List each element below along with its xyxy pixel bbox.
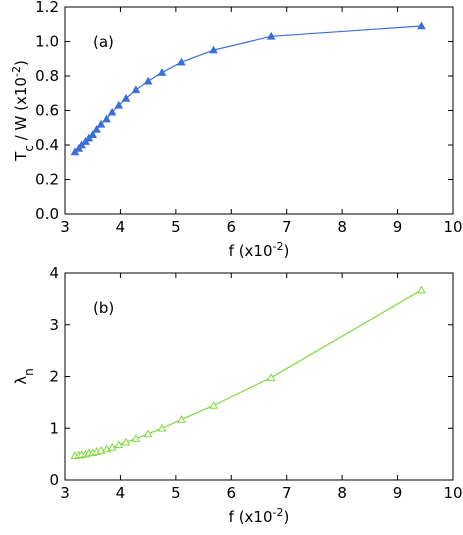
marker (157, 68, 167, 76)
axis-label: λn (12, 368, 36, 385)
label-part: ) (12, 60, 30, 66)
marker (143, 429, 153, 438)
marker (417, 21, 426, 30)
x-tick-label: 10 (443, 484, 462, 502)
label-part: λ (12, 376, 30, 385)
x-tick-label: 5 (171, 218, 181, 236)
x-tick-label: 3 (60, 218, 70, 236)
x-tick-label: 3 (60, 484, 70, 502)
marker (121, 93, 131, 102)
annotation: (b) (93, 299, 114, 317)
label-part: ) (283, 242, 289, 260)
marker (417, 285, 426, 294)
marker (121, 437, 131, 446)
x-tick-label: 4 (116, 484, 126, 502)
label-part: ) (283, 508, 289, 526)
x-tick-label: 6 (227, 484, 237, 502)
label-part: n (22, 368, 36, 376)
y-tick-label: 0.8 (35, 67, 59, 85)
x-tick-label: 9 (393, 218, 403, 236)
marker (88, 130, 98, 138)
marker (107, 442, 117, 451)
x-tick-label: 4 (116, 218, 126, 236)
marker (209, 400, 218, 409)
marker (102, 114, 111, 123)
series-line (74, 289, 422, 457)
marker (92, 124, 101, 133)
marker (131, 85, 141, 94)
y-tick-label: 1 (49, 419, 59, 437)
x-tick-label: 10 (443, 218, 462, 236)
marker (107, 107, 117, 116)
plot-frame (64, 6, 454, 215)
y-tick-label: 2 (49, 368, 59, 386)
x-tick-label: 9 (393, 484, 403, 502)
y-tick-label: 0.0 (35, 205, 59, 223)
x-tick-label: 7 (282, 218, 292, 236)
y-tick-label: 0.6 (35, 102, 59, 120)
y-tick-label: 0.2 (35, 171, 59, 189)
marker (266, 373, 276, 381)
marker (131, 434, 141, 442)
axis-label: Tc / W (x10-2) (10, 60, 37, 162)
label-part: f (x10 (229, 508, 273, 526)
label-part: -2 (273, 240, 284, 253)
x-tick-label: 8 (337, 484, 347, 502)
marker (266, 31, 276, 40)
y-tick-label: 0.4 (35, 136, 59, 154)
marker (177, 57, 186, 66)
marker (96, 119, 106, 128)
label-part: / W (x10 (12, 77, 30, 145)
plot-frame (64, 272, 454, 481)
marker (209, 45, 218, 54)
x-tick-label: 6 (227, 218, 237, 236)
marker (177, 414, 186, 423)
axis-label: f (x10-2) (229, 240, 290, 261)
label-part: T (12, 151, 30, 162)
axis-label: f (x10-2) (229, 506, 290, 527)
y-tick-label: 1.0 (35, 33, 59, 51)
marker (114, 440, 124, 449)
annotation: (a) (93, 33, 114, 51)
y-tick-label: 0 (49, 471, 59, 489)
y-tick-label: 3 (49, 316, 59, 334)
label-part: -2 (10, 66, 23, 77)
label-part: -2 (273, 506, 284, 519)
y-tick-label: 1.2 (35, 0, 59, 16)
marker (157, 423, 167, 432)
marker (143, 76, 153, 85)
x-tick-label: 5 (171, 484, 181, 502)
x-tick-label: 8 (337, 218, 347, 236)
y-tick-label: 4 (49, 264, 59, 282)
label-part: c (22, 145, 36, 152)
marker (114, 100, 124, 109)
label-part: f (x10 (229, 242, 273, 260)
series-line (74, 25, 422, 153)
x-tick-label: 7 (282, 484, 292, 502)
